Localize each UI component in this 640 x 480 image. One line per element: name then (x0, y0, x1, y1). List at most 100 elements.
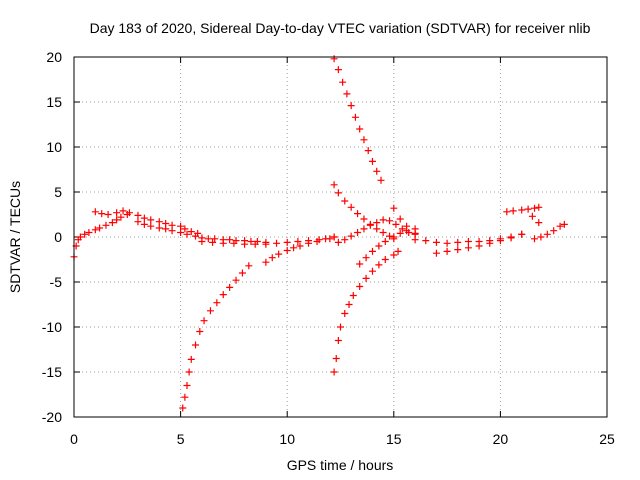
data-point: 14.6, -0.5 (381, 238, 389, 245)
data-point: 4, 1.7 (155, 218, 163, 226)
data-point: 11.4, -0.5 (313, 238, 321, 245)
data-point: 3.6, 1.2 (147, 222, 155, 230)
data-point: 13.6, 0.9 (360, 225, 368, 233)
data-point: 13.3, 0.5 (354, 229, 362, 236)
data-point: 2, 2.7 (113, 209, 121, 217)
data-point: 21.5, 2.3 (528, 212, 536, 220)
data-point: 19.5, -0.7 (486, 239, 494, 247)
data-point: 7.3, -5.6 (226, 283, 234, 291)
data-point: 5, 0.5 (177, 229, 185, 236)
data-point: 7.6, -4.8 (232, 276, 240, 284)
plot-frame (73, 56, 608, 418)
data-point: 12.2, 5.8 (330, 181, 338, 189)
y-tick-label: 20 (46, 49, 62, 65)
series-arc-6: 5.1, -19 5.2, -17.8 5.3, -16.5 5.4, -15 5.5,… (179, 262, 253, 412)
data-point: 6.6, -0.2 (211, 235, 219, 243)
data-point: 6.4, -8.2 (206, 307, 214, 315)
data-point: 20.5, -0.1 (507, 234, 515, 242)
data-point: 5.9, -10.5 (196, 328, 204, 335)
data-point: 18.5, -1.2 (464, 244, 472, 252)
grid (74, 57, 607, 417)
data-point: 15, 3.2 (390, 204, 398, 212)
data-point: 13.2, 13.3 (351, 113, 359, 121)
data-point: 12.2, -15 (330, 368, 338, 376)
data-point: 0.3, 0 (76, 233, 84, 241)
data-point: 21.8, 1.6 (535, 219, 543, 227)
data-point: 12.7, -0.3 (341, 236, 349, 244)
y-tick-label: 5 (54, 184, 62, 200)
data-point: 21.8, 3.3 (535, 203, 543, 211)
data-point: 1.3, 2.6 (98, 210, 106, 218)
data-point: 13, 0.1 (347, 232, 355, 240)
data-point: 14, -1.6 (368, 247, 376, 255)
data-point: 13.8, 9.6 (364, 147, 372, 155)
data-point: 22.2, 0.3 (543, 230, 551, 238)
x-tick-label: 25 (599, 431, 615, 447)
data-point: 7.9, -4 (238, 269, 246, 277)
data-point: 6, -0.5 (198, 238, 206, 245)
data-point: 12.5, -10 (337, 323, 344, 331)
data-point: 14.5, 0.5 (379, 229, 387, 236)
data-point: 22.8, 1.2 (556, 222, 564, 230)
data-point: 14.3, -1 (375, 242, 383, 250)
y-tick-label: -20 (42, 409, 62, 425)
data-point: 16, 0.4 (411, 229, 419, 237)
y-tick-label: -15 (42, 364, 62, 380)
y-tick-label: 15 (46, 94, 62, 110)
data-point: 13.1, -6.5 (349, 292, 357, 299)
data-point: 6.1, -9.3 (200, 317, 208, 325)
data-point: 4.3, 0.9 (162, 225, 170, 233)
data-point: 13.3, 2.6 (354, 210, 362, 218)
x-tick-label: 0 (70, 431, 78, 447)
data-point: 1.2, 1 (96, 224, 104, 232)
data-point: 17.5, -0.7 (443, 239, 451, 247)
data-point: 13, 3.3 (347, 203, 355, 211)
data-point: 4, 1 (155, 224, 163, 232)
data-point: 8.3, -0.5 (247, 238, 255, 245)
data-point: 12.9, -7.5 (345, 301, 353, 308)
data-point: 13.6, 10.8 (360, 136, 368, 144)
data-point: 11, -0.7 (305, 239, 313, 247)
data-point: 14.6, -2.5 (381, 256, 389, 263)
data-point: 0.5, 0.3 (81, 230, 89, 238)
data-point: 15.2, -1.6 (394, 247, 402, 255)
data-point: 10.3, -1.2 (290, 244, 298, 252)
chart-title: Day 183 of 2020, Sidereal Day-to-day VTE… (90, 20, 591, 36)
data-point: 20, -0.4 (496, 237, 504, 245)
data-point: 5.4, -15 (185, 368, 193, 376)
x-tick-label: 15 (386, 431, 402, 447)
data-point: 13.9, 1.3 (366, 221, 374, 229)
data-point: 3.6, 1.9 (147, 216, 155, 224)
x-axis-label: GPS time / hours (287, 457, 394, 473)
y-tick-label: 10 (46, 139, 62, 155)
data-point: 3.3, 1.4 (140, 220, 148, 228)
data-point: 21.3, 3.1 (524, 205, 532, 213)
data-point: 17, -1.8 (432, 249, 440, 257)
data-point: 14, -3.8 (368, 267, 376, 275)
x-tick-labels: 0 5 10 15 20 25 (70, 431, 615, 447)
data-point: 14.4, 6.3 (377, 176, 385, 184)
data-point: 18, -1.4 (454, 246, 462, 254)
data-point: 15, -2 (390, 251, 398, 259)
data-point: 5.5, 0.6 (187, 228, 195, 236)
data-point: 20.3, 2.8 (503, 208, 511, 216)
series-arc-16: 21.6, -0.221.9, 022.2, 0.322.5, 0.722.8,… (531, 220, 568, 243)
data-point: 6.3, -0.2 (204, 235, 212, 243)
data-point: 13.4, 12 (356, 125, 364, 133)
data-point: 21.6, -0.2 (531, 235, 539, 243)
series-arc-1: 0, -2.20.1, -10.2, -0.30.3, 00.5, 0.30.7… (70, 211, 131, 261)
data-point: 5.5, -13.6 (187, 355, 195, 363)
data-point: 22.5, 0.7 (550, 227, 558, 235)
data-point: 20.6, 2.9 (509, 207, 517, 215)
data-point: 2.6, 2.7 (125, 209, 133, 217)
data-point: 5.2, -17.8 (181, 393, 189, 401)
data-point: 12.8, 15.9 (343, 90, 351, 98)
data-point: 5.3, -16.5 (183, 382, 191, 389)
data-point: 15.3, 0.4 (396, 229, 404, 237)
data-point: 10, -1.5 (283, 247, 291, 254)
data-point: 8, -0.8 (241, 240, 249, 248)
data-point: 18.5, -0.5 (464, 238, 472, 245)
data-point: 18, -0.6 (454, 238, 462, 246)
series-arc-11: 12.4, -0.612.7, -0.313, 0.113.3, 0.513.6… (334, 216, 419, 246)
